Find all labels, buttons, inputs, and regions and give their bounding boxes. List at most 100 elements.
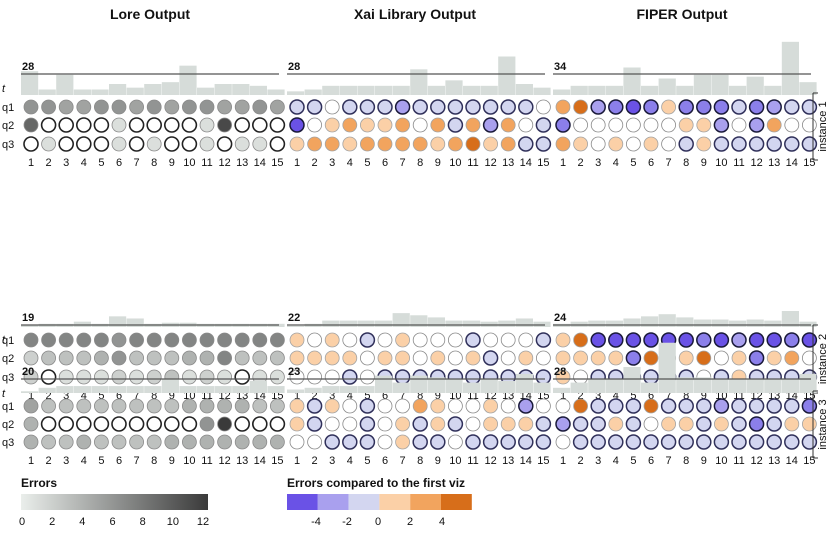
legend-diff-tick: -2 [342, 516, 352, 528]
cell-circle [359, 369, 375, 385]
cell-circle [802, 350, 817, 366]
cell-circle [500, 350, 516, 366]
cell-circle [58, 350, 74, 366]
time-bar [729, 320, 747, 327]
cell-circle [111, 398, 127, 414]
x-tick-label: 10 [449, 157, 461, 169]
cell-circle [359, 434, 376, 450]
cell-circle [412, 398, 428, 414]
legend-diff-swatch [410, 494, 441, 510]
threshold-value: 24 [554, 312, 567, 324]
cell-circle [802, 416, 817, 432]
x-tick-label: 2 [578, 157, 584, 169]
cell-circle [181, 369, 197, 385]
cell-circle [94, 332, 109, 348]
x-tick-label: 1 [560, 455, 566, 467]
cell-circle [766, 117, 782, 133]
time-bar [729, 85, 747, 95]
column-title-1: Lore Output [110, 6, 190, 22]
cell-circle [713, 117, 730, 133]
x-tick-label: 1 [560, 390, 566, 402]
x-tick-label: 13 [236, 455, 248, 467]
cell-circle [199, 136, 215, 152]
cell-circle [731, 99, 747, 115]
cell-circle [23, 369, 39, 385]
legend-diff-title: Errors compared to the first viz [287, 476, 465, 490]
cell-circle [643, 332, 659, 348]
cell-circle [58, 117, 74, 133]
cell-circle [555, 416, 571, 432]
x-tick-label: 2 [46, 455, 52, 467]
cell-circle [359, 332, 376, 348]
cell-circle [395, 117, 411, 133]
cell-circle [269, 398, 285, 414]
x-tick-label: 9 [435, 157, 441, 169]
cell-circle [129, 332, 145, 348]
threshold-value: 22 [288, 312, 300, 324]
cell-circle [678, 136, 694, 152]
x-tick-label: 6 [116, 455, 122, 467]
time-bar [781, 311, 799, 327]
time-label: t [2, 388, 6, 400]
cell-circle [447, 332, 463, 348]
time-bar [322, 85, 340, 95]
cell-circle [58, 416, 74, 432]
cell-circle [643, 350, 659, 366]
cell-circle [111, 136, 127, 152]
time-bar [799, 82, 817, 95]
x-tick-label: 8 [151, 157, 157, 169]
time-bar [641, 382, 659, 393]
cell-circle [590, 350, 606, 366]
cell-circle [731, 136, 747, 152]
cell-circle [395, 416, 411, 432]
cell-circle [535, 117, 552, 133]
cell-circle [608, 350, 624, 366]
cell-circle [181, 350, 197, 366]
cell-circle [802, 117, 817, 133]
cell-circle [251, 117, 268, 133]
x-tick-label: 2 [312, 157, 318, 169]
cell-circle [234, 332, 250, 348]
time-bar [91, 386, 109, 393]
time-bar [553, 387, 571, 393]
cell-circle [430, 416, 446, 432]
x-tick-label: 13 [768, 455, 780, 467]
cell-circle [217, 350, 233, 366]
cell-circle [307, 434, 323, 450]
x-tick-label: 8 [417, 390, 423, 402]
row-label-q3: q3 [2, 372, 14, 384]
cell-circle [518, 99, 534, 115]
cell-circle [608, 99, 624, 115]
cell-circle [447, 136, 463, 152]
cell-circle [217, 369, 233, 385]
x-tick-label: 3 [63, 157, 69, 169]
time-bar [605, 379, 623, 393]
cell-circle [784, 117, 800, 133]
x-tick-label: 15 [803, 455, 815, 467]
x-tick-label: 10 [715, 455, 727, 467]
cell-circle [430, 350, 446, 366]
time-bar [588, 379, 606, 393]
cell-circle [626, 136, 641, 152]
cell-circle [713, 136, 730, 152]
cell-circle [146, 350, 162, 366]
cell-circle [643, 136, 659, 152]
x-tick-label: 2 [46, 157, 52, 169]
cell-circle [412, 350, 428, 366]
cell-circle [181, 416, 198, 432]
x-tick-label: 13 [502, 455, 514, 467]
cell-circle [395, 136, 411, 152]
cell-circle [93, 416, 110, 432]
x-tick-label: 6 [648, 455, 654, 467]
x-tick-label: 12 [750, 455, 762, 467]
cell-circle [748, 332, 765, 348]
cell-circle [535, 434, 552, 450]
time-bar [623, 318, 641, 327]
cell-circle [395, 398, 411, 414]
x-tick-label: 11 [467, 390, 478, 402]
time-bar [267, 386, 285, 393]
cell-circle [41, 350, 56, 366]
cell-circle [573, 99, 588, 115]
time-bar [693, 74, 711, 95]
cell-circle [217, 434, 233, 450]
